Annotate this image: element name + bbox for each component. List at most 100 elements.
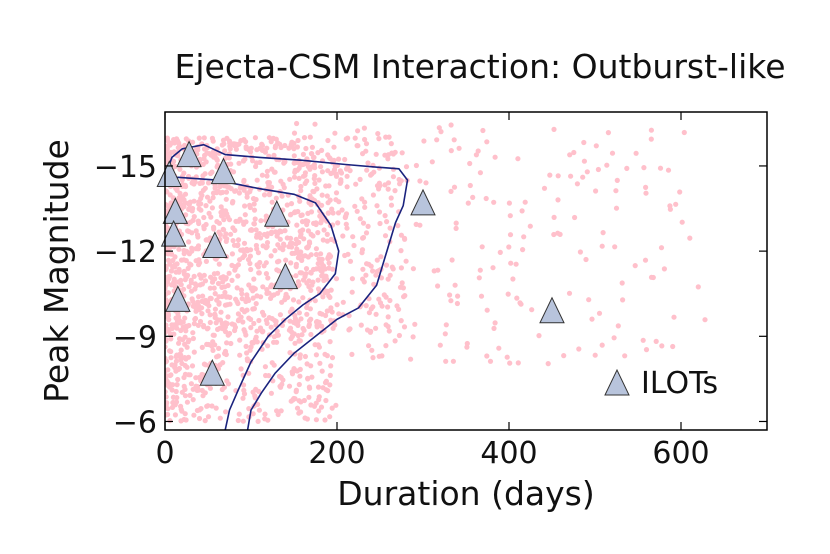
simulated-point (386, 134, 392, 140)
simulated-point (220, 274, 226, 280)
simulated-point (359, 250, 365, 256)
simulated-point (188, 280, 194, 286)
simulated-point (191, 214, 197, 220)
simulated-point (305, 376, 311, 382)
simulated-point (334, 302, 340, 308)
simulated-point (448, 298, 454, 304)
simulated-point (443, 322, 449, 328)
simulated-point (242, 252, 248, 258)
simulated-point (252, 135, 258, 141)
simulated-point (294, 246, 300, 252)
simulated-point (571, 149, 577, 156)
simulated-point (200, 161, 206, 167)
simulated-point (172, 283, 178, 289)
simulated-point (479, 244, 485, 250)
simulated-point (413, 221, 419, 227)
simulated-point (278, 144, 284, 151)
simulated-point (296, 252, 302, 258)
simulated-point (294, 405, 301, 411)
simulated-point (408, 356, 414, 362)
simulated-point (278, 384, 284, 390)
simulated-point (292, 167, 298, 173)
simulated-point (352, 203, 358, 209)
simulated-point (179, 177, 185, 183)
y-axis-ticks: −6 −9 −12 −15 (94, 150, 767, 440)
simulated-point (291, 160, 297, 166)
simulated-point (233, 188, 239, 194)
simulated-point (377, 183, 383, 189)
simulated-point (241, 327, 247, 333)
x-axis-ticks: 0 200 400 600 (155, 112, 710, 471)
simulated-point (167, 261, 173, 267)
simulated-point (264, 168, 270, 174)
simulated-point (302, 180, 308, 186)
x-axis-label: Duration (days) (337, 474, 594, 513)
simulated-point (232, 264, 238, 270)
simulated-point (203, 300, 210, 307)
simulated-point (209, 205, 215, 211)
simulated-point (168, 372, 174, 378)
simulated-point (258, 218, 264, 224)
simulated-point (196, 199, 202, 205)
legend-ilot-label: ILOTs (641, 366, 718, 401)
simulated-point (241, 177, 247, 183)
simulated-point (277, 312, 283, 318)
simulated-point (186, 239, 192, 245)
simulated-point (165, 297, 169, 303)
simulated-point (305, 218, 311, 224)
simulated-point (191, 412, 197, 418)
simulated-point (220, 226, 226, 232)
simulated-point (308, 151, 315, 157)
simulated-point (265, 275, 271, 281)
simulated-point (347, 258, 354, 264)
simulated-point (268, 390, 274, 396)
simulated-point (196, 294, 202, 300)
simulated-point (295, 137, 301, 144)
simulated-point (670, 343, 676, 350)
simulated-point (313, 266, 319, 272)
simulated-point (178, 357, 184, 363)
simulated-point (363, 303, 369, 309)
simulated-point (323, 312, 329, 319)
simulated-point (240, 319, 246, 325)
simulated-point (317, 310, 323, 316)
simulated-point (316, 408, 322, 414)
y-tick-label: −12 (94, 235, 157, 270)
simulated-point (296, 299, 302, 305)
simulated-point (197, 272, 203, 278)
simulated-point (223, 395, 229, 401)
simulated-point (292, 340, 298, 346)
simulated-point (212, 342, 218, 348)
simulated-point (182, 362, 188, 369)
simulated-point (169, 322, 175, 328)
simulated-point (269, 316, 275, 322)
simulated-point (381, 292, 387, 298)
simulated-point (217, 184, 223, 190)
simulated-point (236, 411, 242, 417)
simulated-point (182, 341, 188, 347)
simulated-point (313, 417, 319, 423)
simulated-point (292, 396, 298, 402)
simulated-point (327, 372, 333, 378)
simulated-point (177, 166, 183, 172)
simulated-point (600, 230, 606, 236)
simulated-point (227, 146, 233, 152)
simulated-point (231, 141, 237, 147)
simulated-point (196, 415, 203, 422)
simulated-point (222, 289, 228, 296)
simulated-point (251, 207, 258, 213)
simulated-point (242, 212, 248, 218)
simulated-point (360, 151, 366, 157)
simulated-point (339, 207, 345, 213)
simulated-point (225, 381, 232, 387)
simulated-point (263, 260, 269, 266)
simulated-point (487, 358, 494, 364)
simulated-point (293, 320, 299, 326)
simulated-point (321, 277, 327, 284)
simulated-point (185, 265, 191, 271)
ilot-marker (539, 296, 565, 324)
simulated-point (268, 253, 274, 259)
x-tick-label: 400 (480, 436, 537, 471)
simulated-point (306, 394, 312, 400)
simulated-point (273, 195, 279, 201)
